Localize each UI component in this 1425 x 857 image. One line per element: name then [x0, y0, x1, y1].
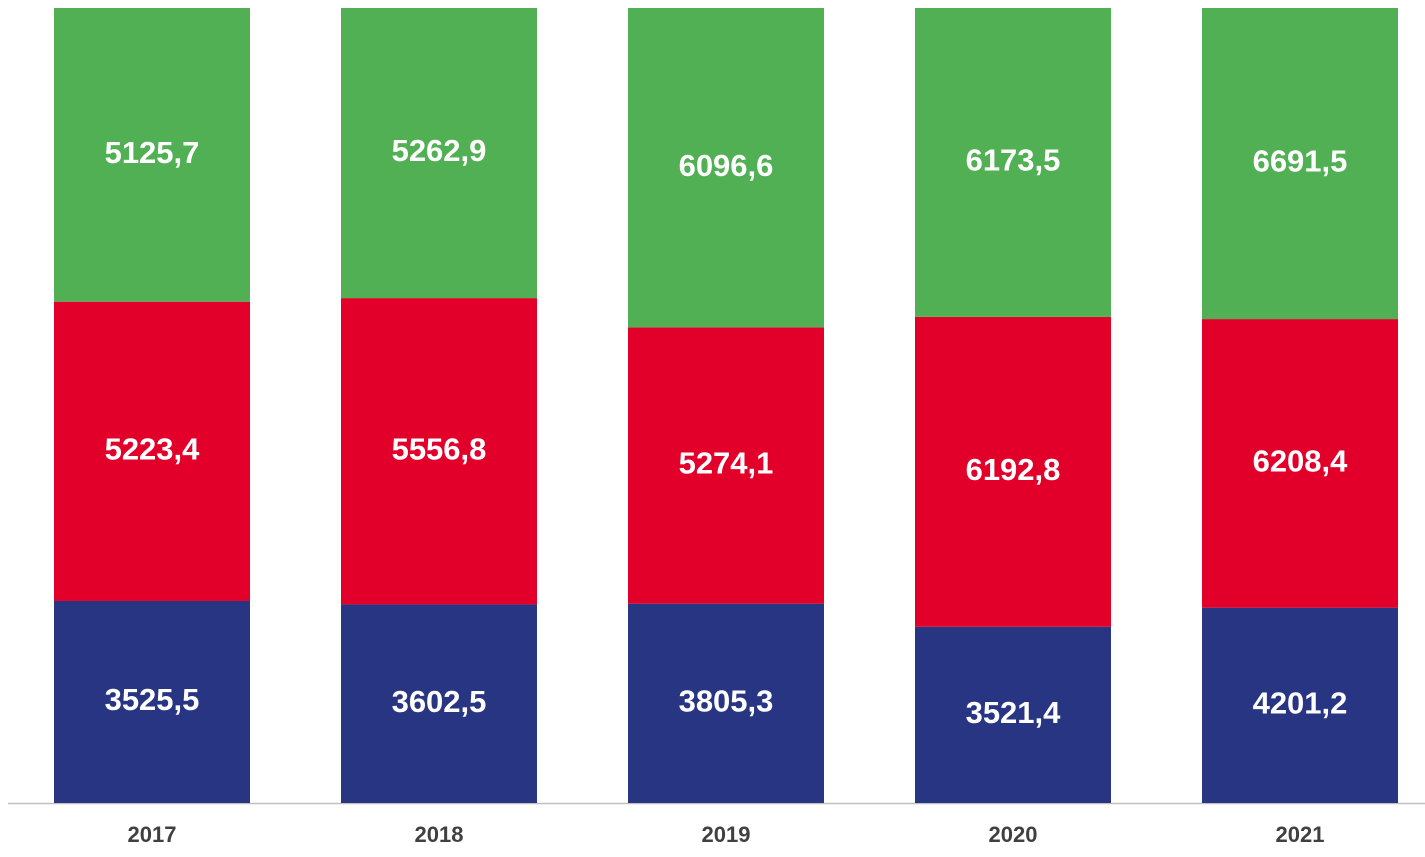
bar-segment [54, 600, 250, 803]
x-tick-label: 2021 [1276, 822, 1325, 847]
value-label: 5223,4 [105, 432, 201, 467]
value-label: 3805,3 [679, 684, 774, 719]
bar-segment [1202, 319, 1398, 608]
bar-segment [54, 301, 250, 601]
value-label: 3521,4 [966, 695, 1062, 730]
value-label: 5274,1 [679, 446, 774, 481]
bar-segment [1202, 607, 1398, 803]
bar-segment [915, 626, 1111, 803]
value-label: 6691,5 [1253, 144, 1348, 179]
bar-segment [341, 298, 537, 605]
bar-segment [628, 8, 824, 328]
bar-segment [628, 327, 824, 604]
x-tick-label: 2017 [128, 822, 177, 847]
value-label: 5556,8 [392, 431, 487, 466]
bar-segment [915, 8, 1111, 317]
x-tick-label: 2018 [415, 822, 464, 847]
bar-segment [628, 603, 824, 803]
value-label: 3525,5 [105, 682, 200, 717]
value-label: 5262,9 [392, 133, 487, 168]
value-label: 5125,7 [105, 135, 200, 170]
bar-segment [1202, 8, 1398, 320]
value-label: 6192,8 [966, 452, 1061, 487]
value-label: 6096,6 [679, 148, 774, 183]
bar-segment [54, 8, 250, 302]
bar-segment [341, 8, 537, 299]
value-label: 6208,4 [1253, 444, 1349, 479]
value-label: 3602,5 [392, 684, 487, 719]
value-label: 4201,2 [1253, 686, 1348, 721]
x-tick-label: 2020 [989, 822, 1038, 847]
x-tick-label: 2019 [702, 822, 751, 847]
value-label: 6173,5 [966, 143, 1061, 178]
bar-segment [915, 316, 1111, 627]
bar-segment [341, 604, 537, 803]
